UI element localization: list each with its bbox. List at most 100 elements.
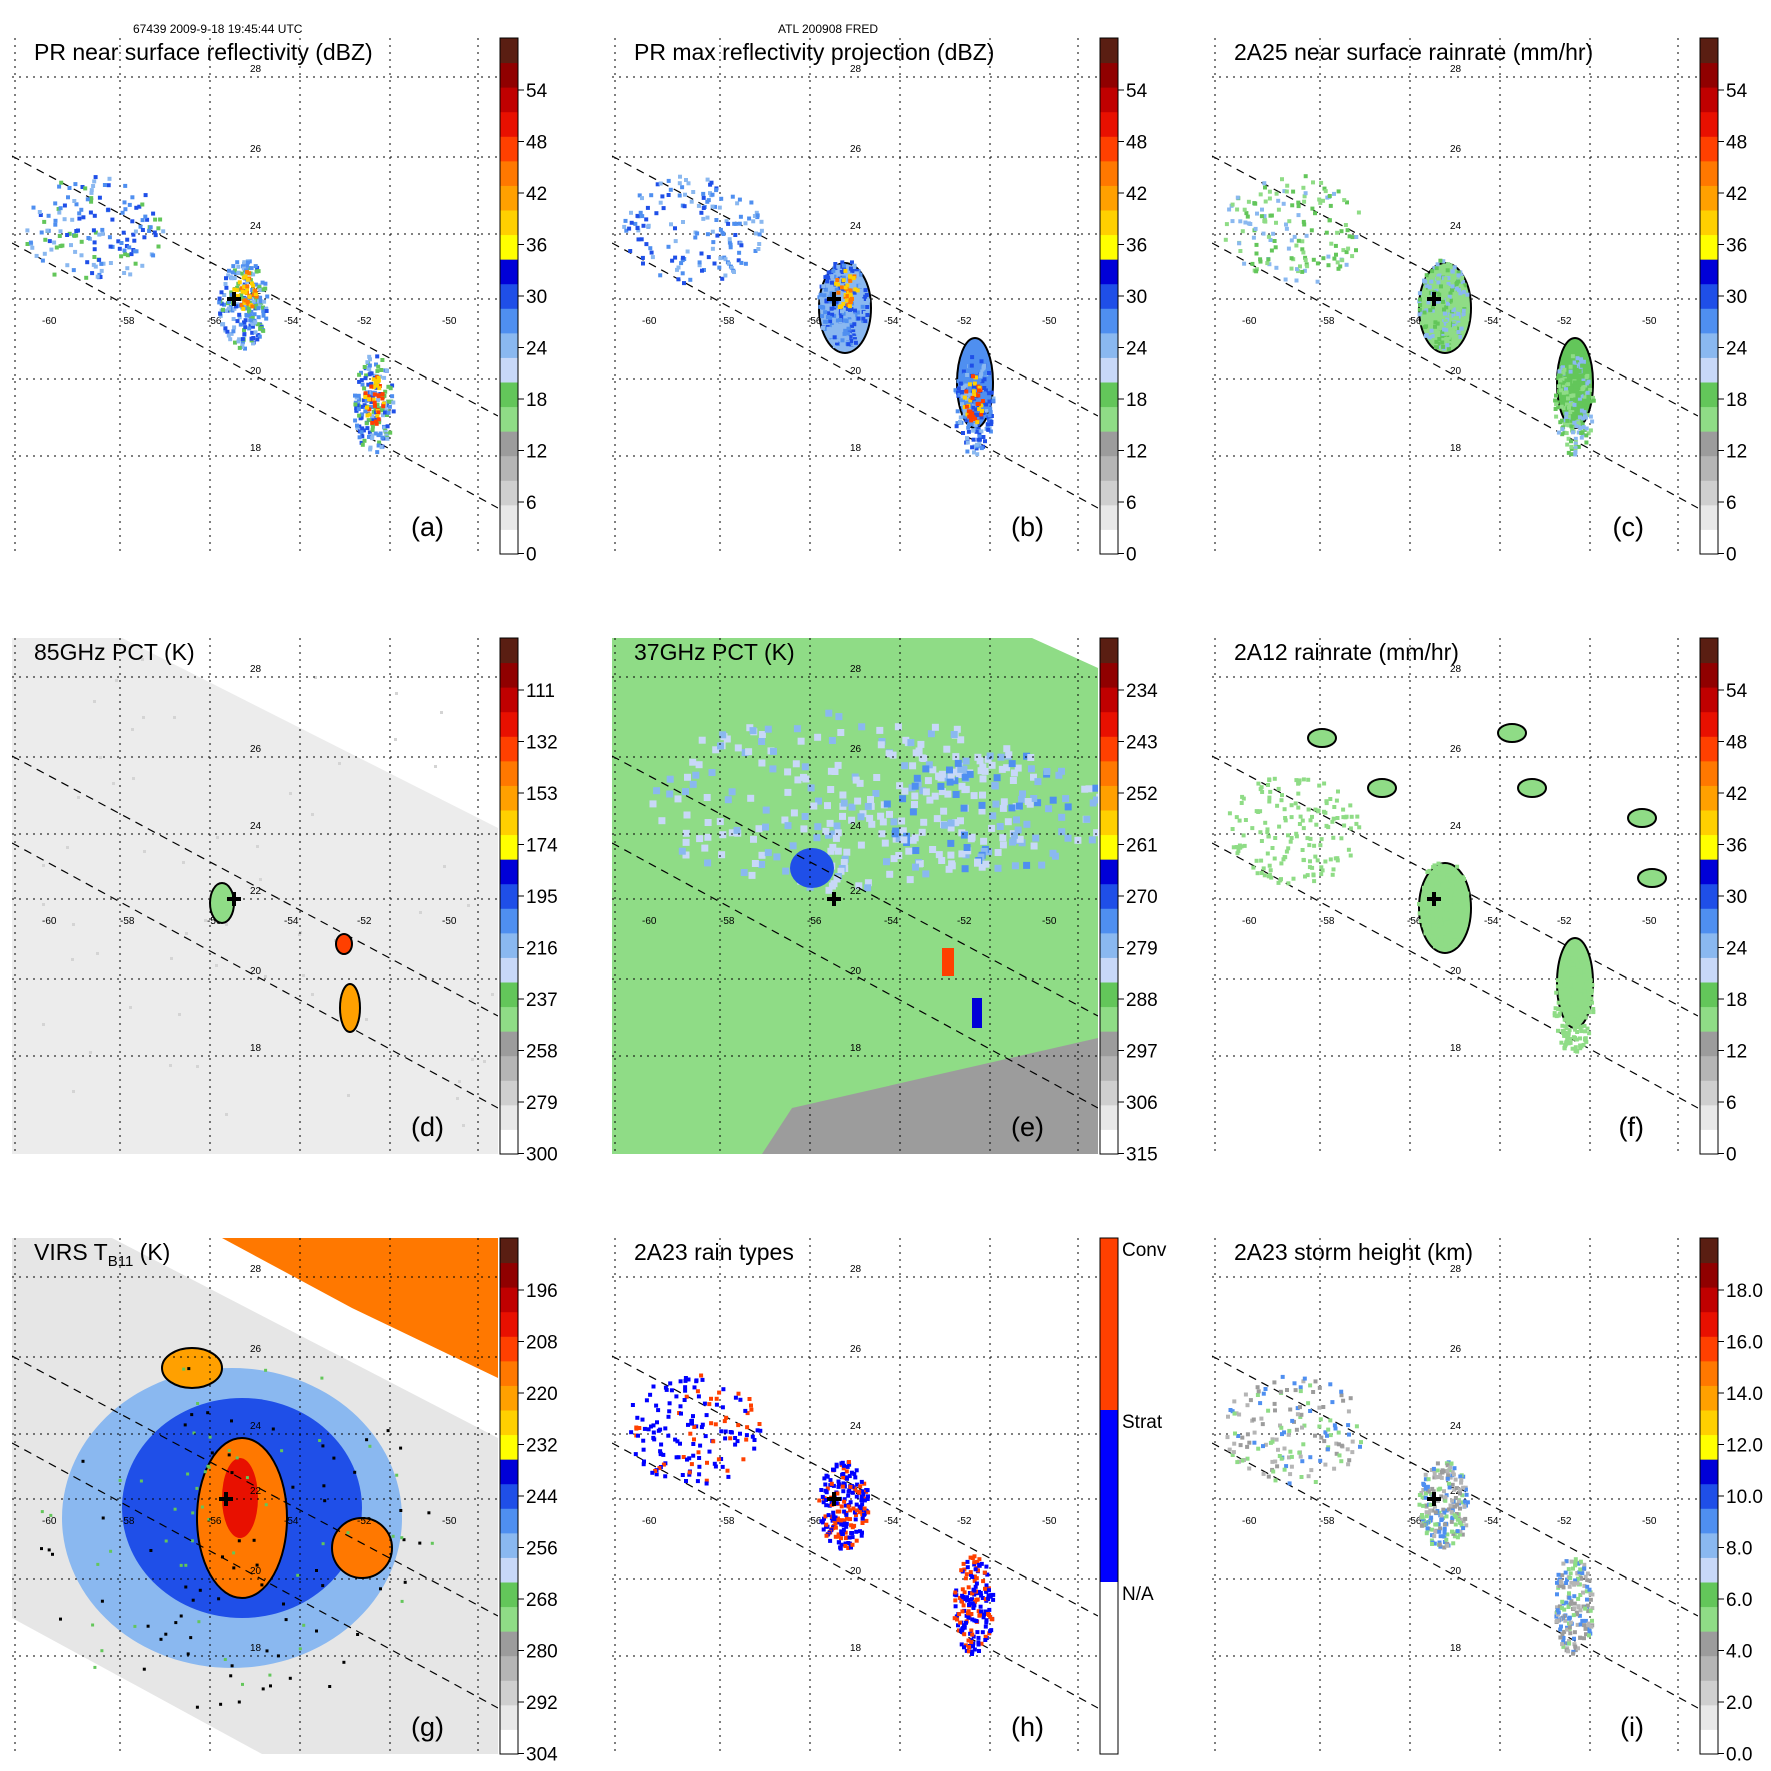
warm-ocean bbox=[762, 1038, 1098, 1154]
radar-pixel bbox=[664, 1387, 669, 1392]
radar-pixel bbox=[1561, 1640, 1566, 1644]
radar-pixel bbox=[1573, 1578, 1578, 1583]
radar-pixel bbox=[1570, 1046, 1575, 1051]
radar-pixel bbox=[846, 1489, 851, 1494]
radar-pixel bbox=[1442, 327, 1447, 332]
radar-pixel bbox=[1273, 836, 1278, 840]
radar-pixel bbox=[1433, 873, 1438, 878]
radar-pixel bbox=[1256, 1389, 1261, 1394]
radar-pixel bbox=[970, 1617, 975, 1622]
radar-pixel bbox=[363, 409, 368, 414]
radar-pixel bbox=[655, 182, 660, 187]
radar-pixel bbox=[971, 389, 976, 394]
radar-pixel bbox=[1582, 1623, 1587, 1628]
colorbar-tick-label: 288 bbox=[1126, 990, 1158, 1011]
colorbar-tick-label: 0 bbox=[1126, 545, 1137, 566]
radar-pixel bbox=[1576, 1561, 1581, 1566]
radar-pixel bbox=[1565, 442, 1570, 447]
radar-pixel bbox=[697, 260, 702, 265]
radar-pixel bbox=[390, 383, 395, 388]
radar-pixel bbox=[1446, 262, 1450, 267]
radar-pixel bbox=[1586, 431, 1591, 436]
lat-label: 20 bbox=[250, 966, 262, 977]
radar-pixel bbox=[357, 435, 362, 440]
radar-pixel bbox=[704, 1481, 709, 1486]
radar-pixel bbox=[821, 325, 825, 330]
radar-pixel bbox=[1552, 1013, 1557, 1018]
lon-label: -58 bbox=[1320, 1516, 1335, 1527]
radar-pixel bbox=[973, 375, 978, 380]
radar-pixel bbox=[139, 1479, 143, 1483]
radar-pixel bbox=[1462, 1504, 1467, 1509]
radar-pixel bbox=[674, 1455, 679, 1460]
radar-pixel bbox=[359, 430, 364, 435]
radar-pixel bbox=[985, 1572, 990, 1577]
radar-pixel bbox=[243, 290, 248, 295]
radar-pixel bbox=[749, 1407, 754, 1412]
lat-label: 18 bbox=[850, 1043, 862, 1054]
radar-pixel bbox=[1564, 387, 1568, 392]
radar-pixel bbox=[641, 1447, 646, 1452]
radar-pixel bbox=[762, 823, 769, 831]
radar-pixel bbox=[1019, 790, 1026, 798]
radar-pixel bbox=[245, 284, 250, 289]
radar-pixel bbox=[1327, 218, 1332, 223]
radar-pixel bbox=[720, 1405, 725, 1410]
radar-pixel bbox=[1417, 1493, 1422, 1497]
radar-pixel bbox=[1579, 1001, 1584, 1006]
radar-pixel bbox=[753, 249, 758, 253]
radar-pixel bbox=[196, 1402, 200, 1405]
colorbar-tick-label: 153 bbox=[526, 784, 558, 805]
radar-pixel bbox=[651, 1435, 656, 1440]
radar-pixel bbox=[733, 1395, 738, 1400]
radar-pixel bbox=[1454, 1515, 1459, 1520]
radar-pixel bbox=[379, 368, 384, 372]
lat-label: 28 bbox=[250, 1264, 262, 1275]
colorbar-swatch bbox=[1700, 455, 1718, 481]
radar-pixel bbox=[858, 1504, 863, 1509]
lon-label: -56 bbox=[1407, 1516, 1422, 1527]
radar-pixel bbox=[1435, 262, 1440, 267]
radar-pixel bbox=[1460, 897, 1465, 902]
radar-pixel bbox=[1591, 1009, 1596, 1014]
radar-pixel bbox=[370, 414, 375, 419]
radar-pixel bbox=[906, 876, 914, 884]
radar-pixel bbox=[253, 298, 258, 302]
radar-pixel bbox=[1577, 956, 1582, 961]
radar-pixel bbox=[1564, 1581, 1569, 1585]
radar-pixel bbox=[714, 218, 719, 222]
radar-pixel bbox=[210, 1451, 214, 1455]
radar-pixel bbox=[700, 1422, 705, 1427]
colorbar-tick-label: 306 bbox=[1126, 1093, 1158, 1114]
radar-pixel bbox=[57, 184, 62, 189]
radar-pixel bbox=[1448, 305, 1453, 310]
radar-pixel bbox=[659, 1442, 664, 1447]
colorbar-swatch bbox=[1700, 1238, 1718, 1264]
radar-pixel bbox=[1573, 452, 1578, 457]
radar-pixel bbox=[1455, 1502, 1460, 1507]
radar-pixel bbox=[1591, 395, 1595, 400]
radar-pixel bbox=[1236, 848, 1241, 853]
radar-pixel bbox=[1429, 279, 1434, 284]
radar-pixel bbox=[1424, 1491, 1428, 1496]
radar-pixel bbox=[758, 738, 766, 745]
radar-pixel bbox=[1556, 1572, 1561, 1577]
radar-pixel bbox=[261, 287, 266, 292]
radar-pixel bbox=[1355, 814, 1360, 819]
radar-pixel bbox=[1566, 396, 1570, 401]
radar-pixel bbox=[1346, 1423, 1351, 1428]
radar-pixel bbox=[1568, 1601, 1573, 1606]
radar-pixel bbox=[1242, 261, 1247, 266]
radar-pixel bbox=[850, 310, 855, 314]
radar-pixel bbox=[1266, 234, 1271, 239]
radar-pixel bbox=[372, 400, 377, 405]
radar-pixel bbox=[970, 1597, 974, 1602]
radar-pixel bbox=[953, 725, 961, 733]
radar-pixel bbox=[1430, 308, 1435, 313]
lon-label: -52 bbox=[957, 1516, 972, 1527]
radar-pixel bbox=[245, 1476, 249, 1480]
radar-pixel bbox=[1452, 321, 1457, 326]
radar-pixel bbox=[962, 395, 967, 400]
